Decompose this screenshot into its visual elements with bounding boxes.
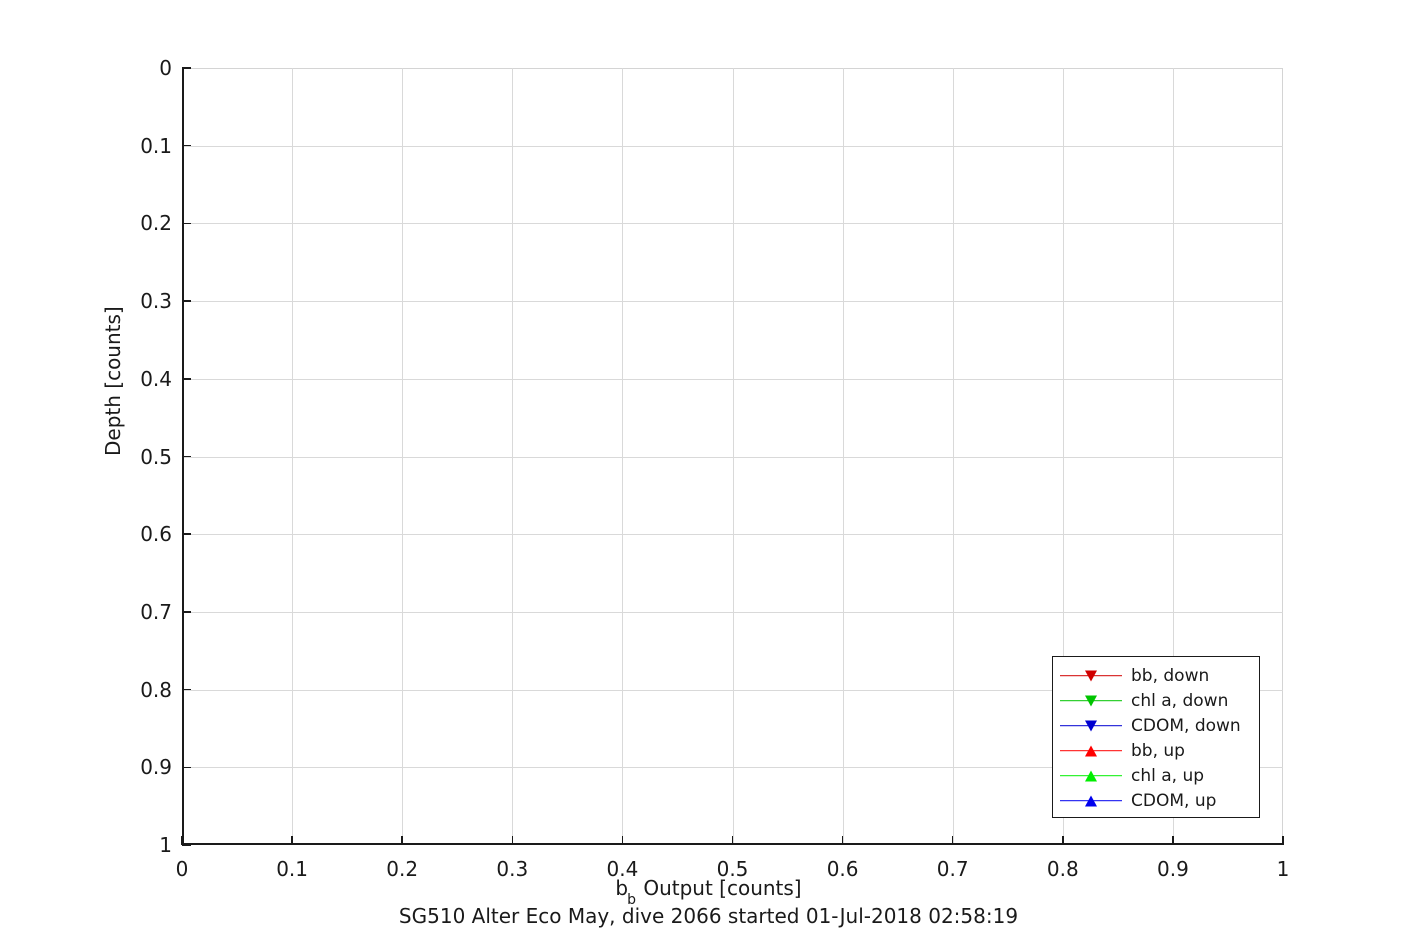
gridline-horizontal <box>182 611 1283 613</box>
y-axis-tick-label: 1 <box>159 833 172 857</box>
y-axis-tick-mark <box>182 533 191 535</box>
legend-item-label: CDOM, up <box>1131 790 1217 811</box>
figure-caption: SG510 Alter Eco May, dive 2066 started 0… <box>398 904 1019 928</box>
legend-sample <box>1060 666 1122 686</box>
triangle-up-icon <box>1085 795 1097 806</box>
x-axis-tick-mark <box>1062 836 1064 845</box>
gridline-horizontal <box>182 301 1283 303</box>
legend-item-label: bb, up <box>1131 740 1185 761</box>
legend-sample <box>1060 766 1122 786</box>
x-axis-tick-mark <box>291 836 293 845</box>
x-axis-tick-mark <box>401 836 403 845</box>
triangle-down-icon <box>1085 720 1097 731</box>
y-axis-tick-label: 0.5 <box>140 444 172 469</box>
x-axis-label-subscript: b <box>627 892 636 908</box>
x-axis-tick-mark <box>1172 836 1174 845</box>
legend-item[interactable]: CDOM, down <box>1053 713 1259 738</box>
gridline-horizontal <box>182 767 1283 769</box>
plot-area[interactable] <box>181 67 1284 846</box>
y-axis-tick-label: 0.3 <box>140 289 172 314</box>
gridline-horizontal <box>182 689 1283 691</box>
x-axis-tick-mark <box>621 836 624 845</box>
chart-legend[interactable]: bb, down chl a, down CDOM, down bb, up chl a… <box>1052 656 1260 818</box>
triangle-down-icon <box>1085 695 1097 706</box>
x-axis-tick-label: 0.7 <box>936 857 969 881</box>
x-axis-tick-mark <box>841 836 844 845</box>
y-axis-tick-mark <box>182 300 191 302</box>
legend-item-label: bb, down <box>1131 665 1210 686</box>
y-axis-tick-mark <box>182 766 191 769</box>
x-axis-tick-mark <box>181 836 183 845</box>
y-axis-tick-mark <box>182 378 191 380</box>
legend-item-label: chl a, down <box>1131 690 1229 711</box>
x-axis-tick-label: 1 <box>1276 857 1290 881</box>
triangle-up-icon <box>1085 770 1097 781</box>
y-axis-tick-mark <box>182 455 191 458</box>
x-axis-tick-label: 0.8 <box>1046 857 1079 881</box>
x-axis-tick-label: 0.4 <box>606 857 639 881</box>
legend-sample <box>1060 791 1122 811</box>
x-axis-tick-label: 0.9 <box>1156 857 1189 881</box>
triangle-up-icon <box>1085 745 1097 756</box>
gridline-horizontal <box>182 223 1283 225</box>
y-axis-tick-label: 0 <box>159 56 172 80</box>
legend-item-label: CDOM, down <box>1131 715 1241 736</box>
x-axis-tick-mark <box>511 836 514 845</box>
y-axis-tick-mark <box>182 611 191 613</box>
x-axis-tick-label: 0.2 <box>386 857 419 881</box>
y-axis-tick-label: 0.2 <box>140 211 172 236</box>
gridline-horizontal <box>182 378 1283 380</box>
legend-item[interactable]: chl a, down <box>1053 688 1259 713</box>
legend-item[interactable]: chl a, up <box>1053 763 1259 788</box>
x-axis-label: bb Output [counts] <box>0 876 1417 908</box>
gridline-horizontal <box>182 145 1283 147</box>
x-axis-tick-label: 0.5 <box>716 857 749 881</box>
triangle-down-icon <box>1085 670 1097 681</box>
legend-sample <box>1060 691 1122 711</box>
x-axis-tick-label: 0.1 <box>276 857 308 881</box>
legend-item[interactable]: bb, down <box>1053 663 1259 688</box>
y-axis-tick-mark <box>182 67 191 69</box>
y-axis-tick-mark <box>182 688 191 691</box>
legend-item-label: chl a, up <box>1131 765 1205 786</box>
y-axis-tick-mark <box>182 222 191 225</box>
gridline-horizontal <box>182 456 1283 458</box>
x-axis-tick-mark <box>1282 836 1284 845</box>
y-axis-tick-label: 0.9 <box>140 755 172 780</box>
x-axis-tick-label: 0 <box>175 857 189 881</box>
x-axis-tick-label: 0.6 <box>826 857 859 881</box>
legend-sample <box>1060 741 1122 761</box>
x-axis-label-rest: Output [counts] <box>636 876 802 900</box>
legend-sample <box>1060 716 1122 736</box>
gridline-horizontal <box>182 534 1283 536</box>
y-axis-label: Depth [counts] <box>101 306 125 456</box>
x-axis-tick-mark <box>731 836 734 845</box>
x-axis-tick-label: 0.3 <box>496 857 529 881</box>
x-axis-label-base: b <box>615 876 629 900</box>
legend-item[interactable]: bb, up <box>1053 738 1259 763</box>
y-axis-tick-mark <box>182 844 191 846</box>
y-axis-tick-label: 0.1 <box>140 133 172 158</box>
y-axis-tick-label: 0.8 <box>140 677 172 702</box>
y-axis-tick-mark <box>182 144 191 147</box>
y-axis-tick-label: 0.6 <box>140 522 172 547</box>
y-axis-tick-label: 0.7 <box>140 599 172 624</box>
legend-item[interactable]: CDOM, up <box>1053 788 1259 813</box>
y-axis-tick-label: 0.4 <box>140 366 172 391</box>
x-axis-tick-mark <box>951 836 954 845</box>
